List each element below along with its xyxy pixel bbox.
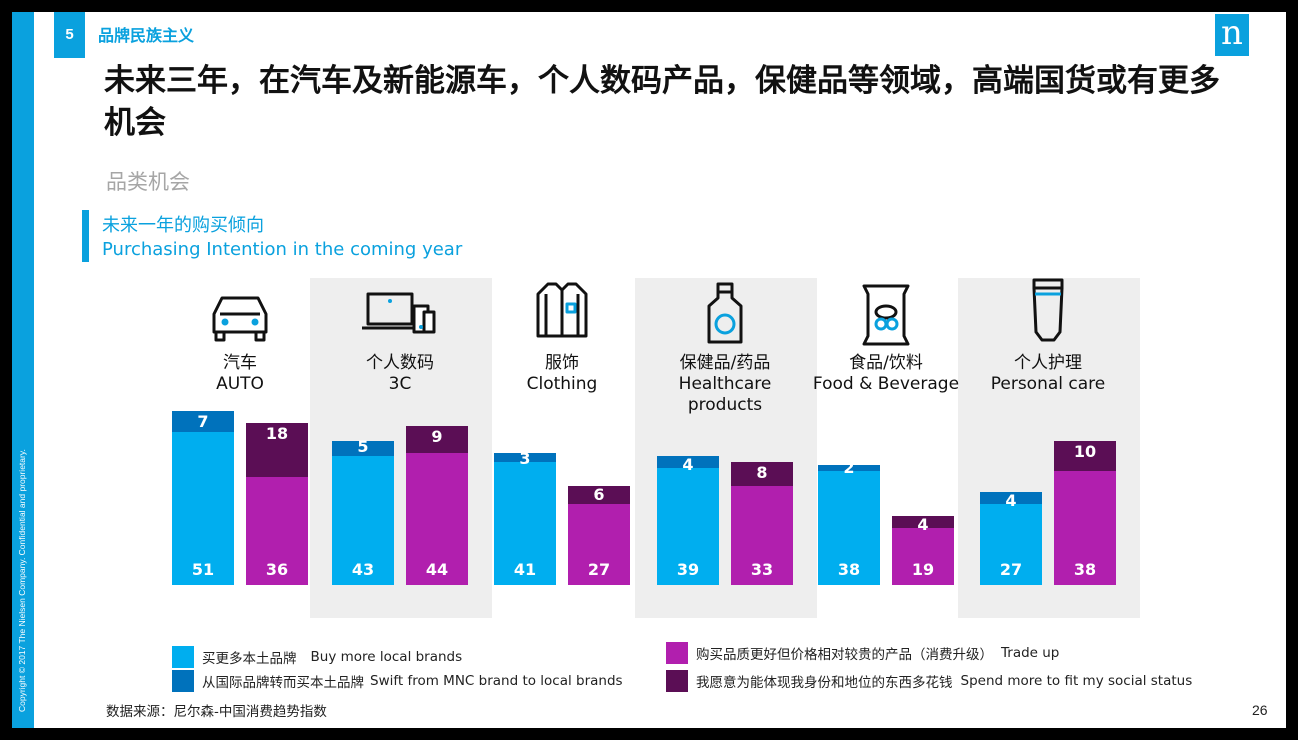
- bar-buy_local-seg1-5: [980, 492, 1042, 504]
- bar-value-label: 4: [682, 455, 693, 474]
- bar-trade_up-seg0-3: [731, 486, 793, 585]
- legend-swatch-trade-up: [666, 642, 688, 664]
- legend-label-cn: 购买品质更好但价格相对较贵的产品（消费升级）: [696, 647, 993, 663]
- nielsen-logo: n: [1215, 14, 1249, 56]
- bar-buy_local-seg1-2: [494, 453, 556, 462]
- category-label-cn: 个人数码: [366, 353, 434, 373]
- legend-item-switch-mnc: 从国际品牌转而买本土品牌 Swift from MNC brand to loc…: [172, 670, 623, 692]
- bar-trade_up-seg0-1: [406, 453, 468, 585]
- bar-value-label: 38: [1074, 560, 1096, 579]
- bar-trade_up-seg1-0: [246, 423, 308, 477]
- bar-trade_up-seg1-5: [1054, 441, 1116, 471]
- legend-label-en: Spend more to fit my social status: [960, 673, 1193, 689]
- legend-label-en: Swift from MNC brand to local brands: [370, 673, 623, 689]
- bar-trade_up-seg0-0: [246, 477, 308, 585]
- chart-title-cn: 未来一年的购买倾向: [102, 215, 264, 236]
- slide-subheading: 品类机会: [106, 170, 190, 194]
- bar-buy_local-seg1-4: [818, 465, 880, 471]
- category-label-en: Healthcare: [679, 374, 772, 394]
- category-label-en: 3C: [389, 374, 412, 394]
- legend-label-cn: 我愿意为能体现我身份和地位的东西多花钱: [696, 675, 953, 691]
- bottle-icon: [707, 282, 743, 344]
- legend-item-buy-local: 买更多本土品牌 Buy more local brands: [172, 646, 462, 668]
- bar-value-label: 27: [588, 560, 610, 579]
- bar-trade_up-seg1-1: [406, 426, 468, 453]
- legend-item-social-status: 我愿意为能体现我身份和地位的东西多花钱 Spend more to fit my…: [666, 670, 1192, 692]
- bar-buy_local-seg0-0: [172, 432, 234, 585]
- bar-value-label: 51: [192, 560, 214, 579]
- chart-title-accent: [82, 210, 89, 262]
- bar-value-label: 41: [514, 560, 536, 579]
- bar-buy_local-seg0-1: [332, 456, 394, 585]
- bar-buy_local-seg0-3: [657, 468, 719, 585]
- data-source: 数据来源：尼尔森-中国消费趋势指数: [106, 704, 327, 720]
- chart-title: 未来一年的购买倾向 Purchasing Intention in the co…: [102, 214, 462, 262]
- bar-value-label: 18: [266, 424, 288, 443]
- bar-value-label: 33: [751, 560, 773, 579]
- legend-label-en: Trade up: [1001, 645, 1060, 661]
- car-icon: [212, 296, 268, 342]
- bar-value-label: 27: [1000, 560, 1022, 579]
- bar-buy_local-seg0-2: [494, 462, 556, 585]
- category-label-cn: 食品/饮料: [849, 353, 923, 373]
- bar-trade_up-seg0-4: [892, 528, 954, 585]
- bar-value-label: 6: [593, 485, 604, 504]
- category-label-en: Personal care: [991, 374, 1106, 394]
- bar-buy_local-seg1-0: [172, 411, 234, 432]
- bar-value-label: 43: [352, 560, 374, 579]
- bar-buy_local-seg1-3: [657, 456, 719, 468]
- bar-value-label: 7: [197, 412, 208, 431]
- left-accent-bar: Copyright © 2017 The Nielsen Company. Co…: [12, 12, 34, 728]
- bar-trade_up-seg1-3: [731, 462, 793, 486]
- bar-value-label: 4: [917, 515, 928, 534]
- tube-icon: [1032, 278, 1064, 342]
- legend-swatch-switch-mnc: [172, 670, 194, 692]
- legend-swatch-social-status: [666, 670, 688, 692]
- shirt-icon: [536, 282, 588, 338]
- bar-value-label: 38: [838, 560, 860, 579]
- page-number: 26: [1252, 702, 1268, 718]
- legend-label-cn: 从国际品牌转而买本土品牌: [202, 675, 364, 691]
- snack-bag-icon: [862, 284, 910, 346]
- category-label-cn: 个人护理: [1014, 353, 1082, 373]
- legend-swatch-buy-local: [172, 646, 194, 668]
- bar-value-label: 4: [1005, 491, 1016, 510]
- slide-headline: 未来三年，在汽车及新能源车，个人数码产品，保健品等领域，高端国货或有更多机会: [104, 63, 1220, 141]
- bar-value-label: 10: [1074, 442, 1096, 461]
- legend-label-cn: 买更多本土品牌: [202, 651, 297, 667]
- bar-value-label: 44: [426, 560, 448, 579]
- bar-value-label: 9: [431, 427, 442, 446]
- legend-label-en: Buy more local brands: [310, 649, 463, 665]
- bar-value-label: 3: [519, 449, 530, 468]
- bar-value-label: 36: [266, 560, 288, 579]
- slide: Copyright © 2017 The Nielsen Company. Co…: [12, 12, 1286, 728]
- bar-value-label: 19: [912, 560, 934, 579]
- bar-value-label: 5: [357, 437, 368, 456]
- bar-buy_local-seg0-4: [818, 471, 880, 585]
- category-label-en: AUTO: [216, 374, 264, 394]
- section-number-badge: 5: [54, 12, 85, 58]
- category-label-en: products: [688, 395, 762, 415]
- category-label-cn: 保健品/药品: [680, 353, 771, 373]
- bar-buy_local-seg1-1: [332, 441, 394, 456]
- section-title: 品牌民族主义: [98, 26, 195, 45]
- bar-value-label: 39: [677, 560, 699, 579]
- category-label-cn: 汽车: [223, 353, 257, 373]
- bar-trade_up-seg1-2: [568, 486, 630, 504]
- bar-value-label: 2: [843, 458, 854, 477]
- devices-icon: [362, 292, 436, 334]
- category-label-en: Food & Beverage: [813, 374, 959, 394]
- bar-trade_up-seg0-2: [568, 504, 630, 585]
- category-label-en: Clothing: [527, 374, 598, 394]
- category-label-cn: 服饰: [545, 353, 579, 373]
- bar-trade_up-seg1-4: [892, 516, 954, 528]
- chart-title-en: Purchasing Intention in the coming year: [102, 239, 463, 260]
- bar-value-label: 8: [756, 463, 767, 482]
- bar-buy_local-seg0-5: [980, 504, 1042, 585]
- bar-trade_up-seg0-5: [1054, 471, 1116, 585]
- legend-item-trade-up: 购买品质更好但价格相对较贵的产品（消费升级） Trade up: [666, 642, 1059, 664]
